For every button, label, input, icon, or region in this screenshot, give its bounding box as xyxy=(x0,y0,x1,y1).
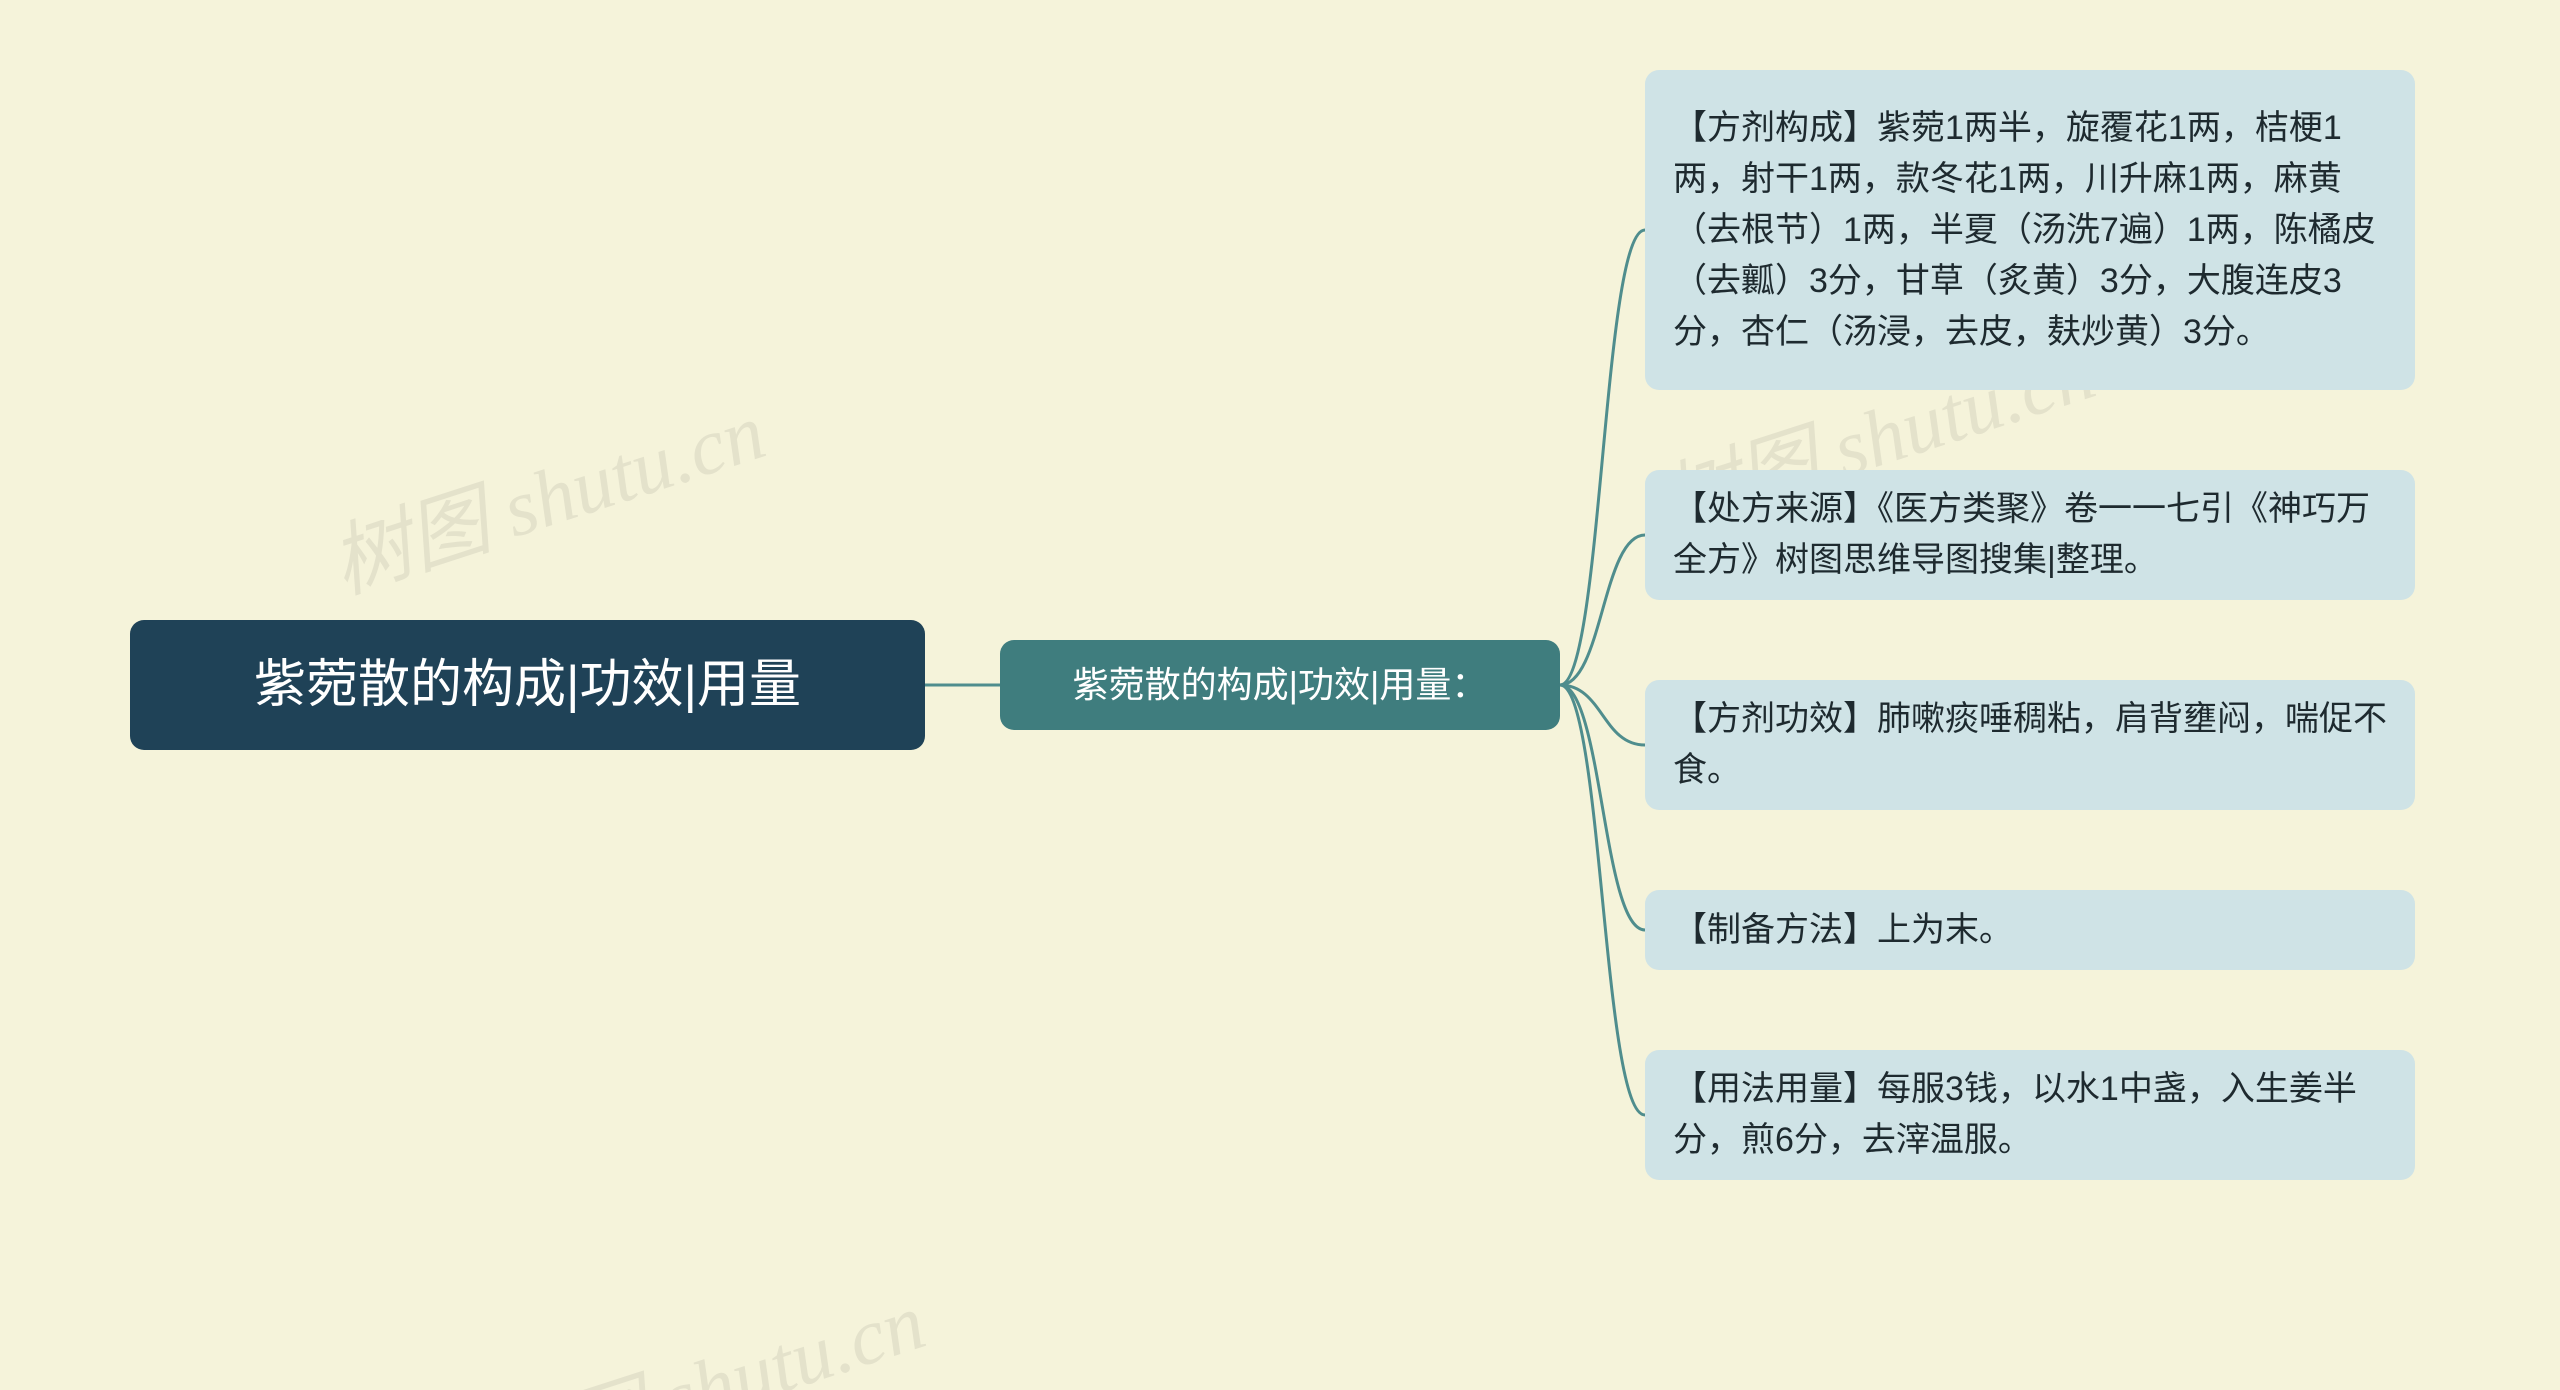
watermark: 树图 shutu.cn xyxy=(314,367,777,616)
leaf-node[interactable]: 【用法用量】每服3钱，以水1中盏，入生姜半分，煎6分，去滓温服。 xyxy=(1645,1050,2415,1180)
leaf-node[interactable]: 【方剂构成】紫菀1两半，旋覆花1两，桔梗1两，射干1两，款冬花1两，川升麻1两，… xyxy=(1645,70,2415,390)
watermark: 树图 shutu.cn xyxy=(474,1257,937,1390)
leaf-label: 【处方来源】《医方类聚》卷一一七引《神巧万全方》树图思维导图搜集|整理。 xyxy=(1673,484,2387,586)
leaf-label: 【用法用量】每服3钱，以水1中盏，入生姜半分，煎6分，去滓温服。 xyxy=(1673,1064,2387,1166)
mindmap-canvas: 树图 shutu.cn 树图 shutu.cn 树图 shutu.cn 紫菀散的… xyxy=(0,0,2560,1390)
watermark-text: 树图 shutu.cn xyxy=(481,1278,935,1390)
leaf-node[interactable]: 【处方来源】《医方类聚》卷一一七引《神巧万全方》树图思维导图搜集|整理。 xyxy=(1645,470,2415,600)
leaf-label: 【方剂功效】肺嗽痰唾稠粘，肩背壅闷，喘促不食。 xyxy=(1673,694,2387,796)
leaf-label: 【方剂构成】紫菀1两半，旋覆花1两，桔梗1两，射干1两，款冬花1两，川升麻1两，… xyxy=(1673,103,2387,358)
sub-node[interactable]: 紫菀散的构成|功效|用量： xyxy=(1000,640,1560,730)
leaf-node[interactable]: 【制备方法】上为末。 xyxy=(1645,890,2415,970)
root-label: 紫菀散的构成|功效|用量 xyxy=(254,646,801,724)
leaf-node[interactable]: 【方剂功效】肺嗽痰唾稠粘，肩背壅闷，喘促不食。 xyxy=(1645,680,2415,810)
sub-label: 紫菀散的构成|功效|用量： xyxy=(1073,658,1488,712)
leaf-label: 【制备方法】上为末。 xyxy=(1673,905,2013,956)
root-node[interactable]: 紫菀散的构成|功效|用量 xyxy=(130,620,925,750)
watermark-text: 树图 shutu.cn xyxy=(321,388,775,610)
